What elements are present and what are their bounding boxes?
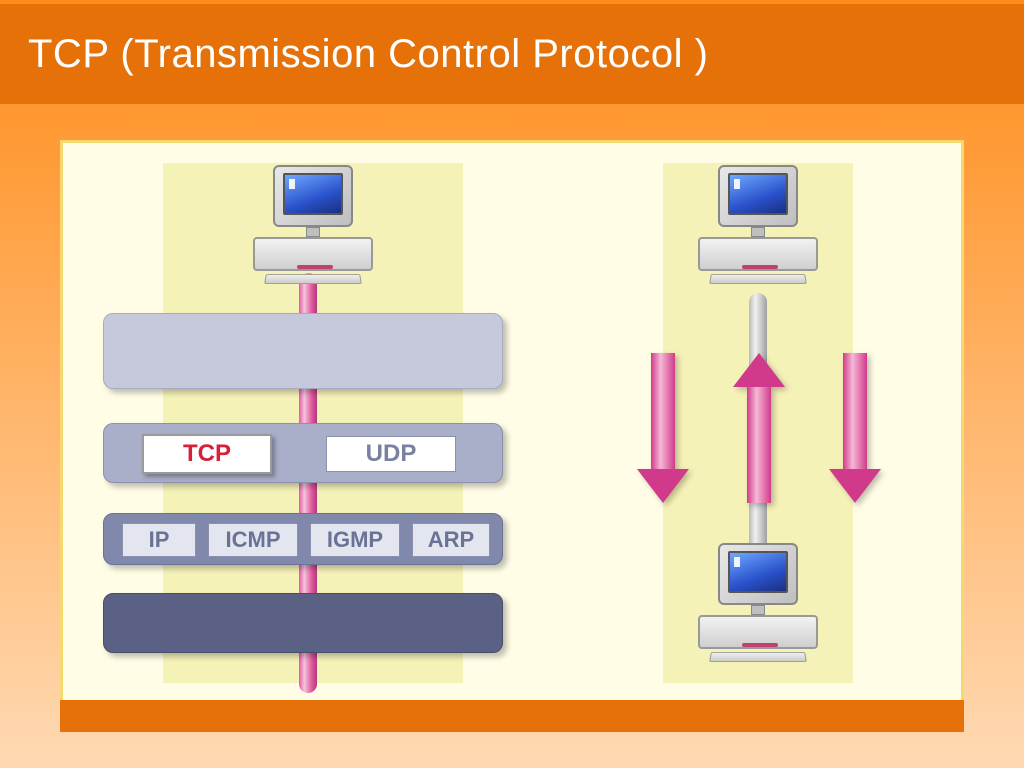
arrow-up-middle: [739, 383, 779, 503]
protocol-igmp: IGMP: [310, 523, 400, 557]
footer-band: [60, 700, 964, 732]
protocol-icmp: ICMP: [208, 523, 298, 557]
layer-link: [103, 593, 503, 653]
protocol-arp: ARP: [412, 523, 490, 557]
arrow-down-right: [835, 353, 875, 473]
protocol-arp-label: ARP: [428, 527, 474, 553]
layer-network: IP ICMP IGMP ARP: [103, 513, 503, 565]
computer-icon-bottom-right: [698, 543, 818, 663]
computer-icon-top-right: [698, 165, 818, 285]
protocol-ip: IP: [122, 523, 196, 557]
slide-title: TCP (Transmission Control Protocol ): [28, 32, 708, 77]
protocol-ip-label: IP: [149, 527, 170, 553]
computer-icon-left: [253, 165, 373, 285]
slide: TCP (Transmission Control Protocol ) TCP…: [0, 0, 1024, 768]
layer-application: [103, 313, 503, 389]
title-band: TCP (Transmission Control Protocol ): [0, 4, 1024, 104]
layer-transport: TCP UDP: [103, 423, 503, 483]
protocol-igmp-label: IGMP: [327, 527, 383, 553]
protocol-icmp-label: ICMP: [226, 527, 281, 553]
content-area: TCP UDP IP ICMP IGMP ARP: [60, 140, 964, 700]
protocol-udp-label: UDP: [366, 440, 417, 468]
protocol-udp: UDP: [326, 436, 456, 472]
protocol-tcp: TCP: [142, 434, 272, 474]
protocol-tcp-label: TCP: [183, 440, 231, 468]
arrow-down-left: [643, 353, 683, 473]
